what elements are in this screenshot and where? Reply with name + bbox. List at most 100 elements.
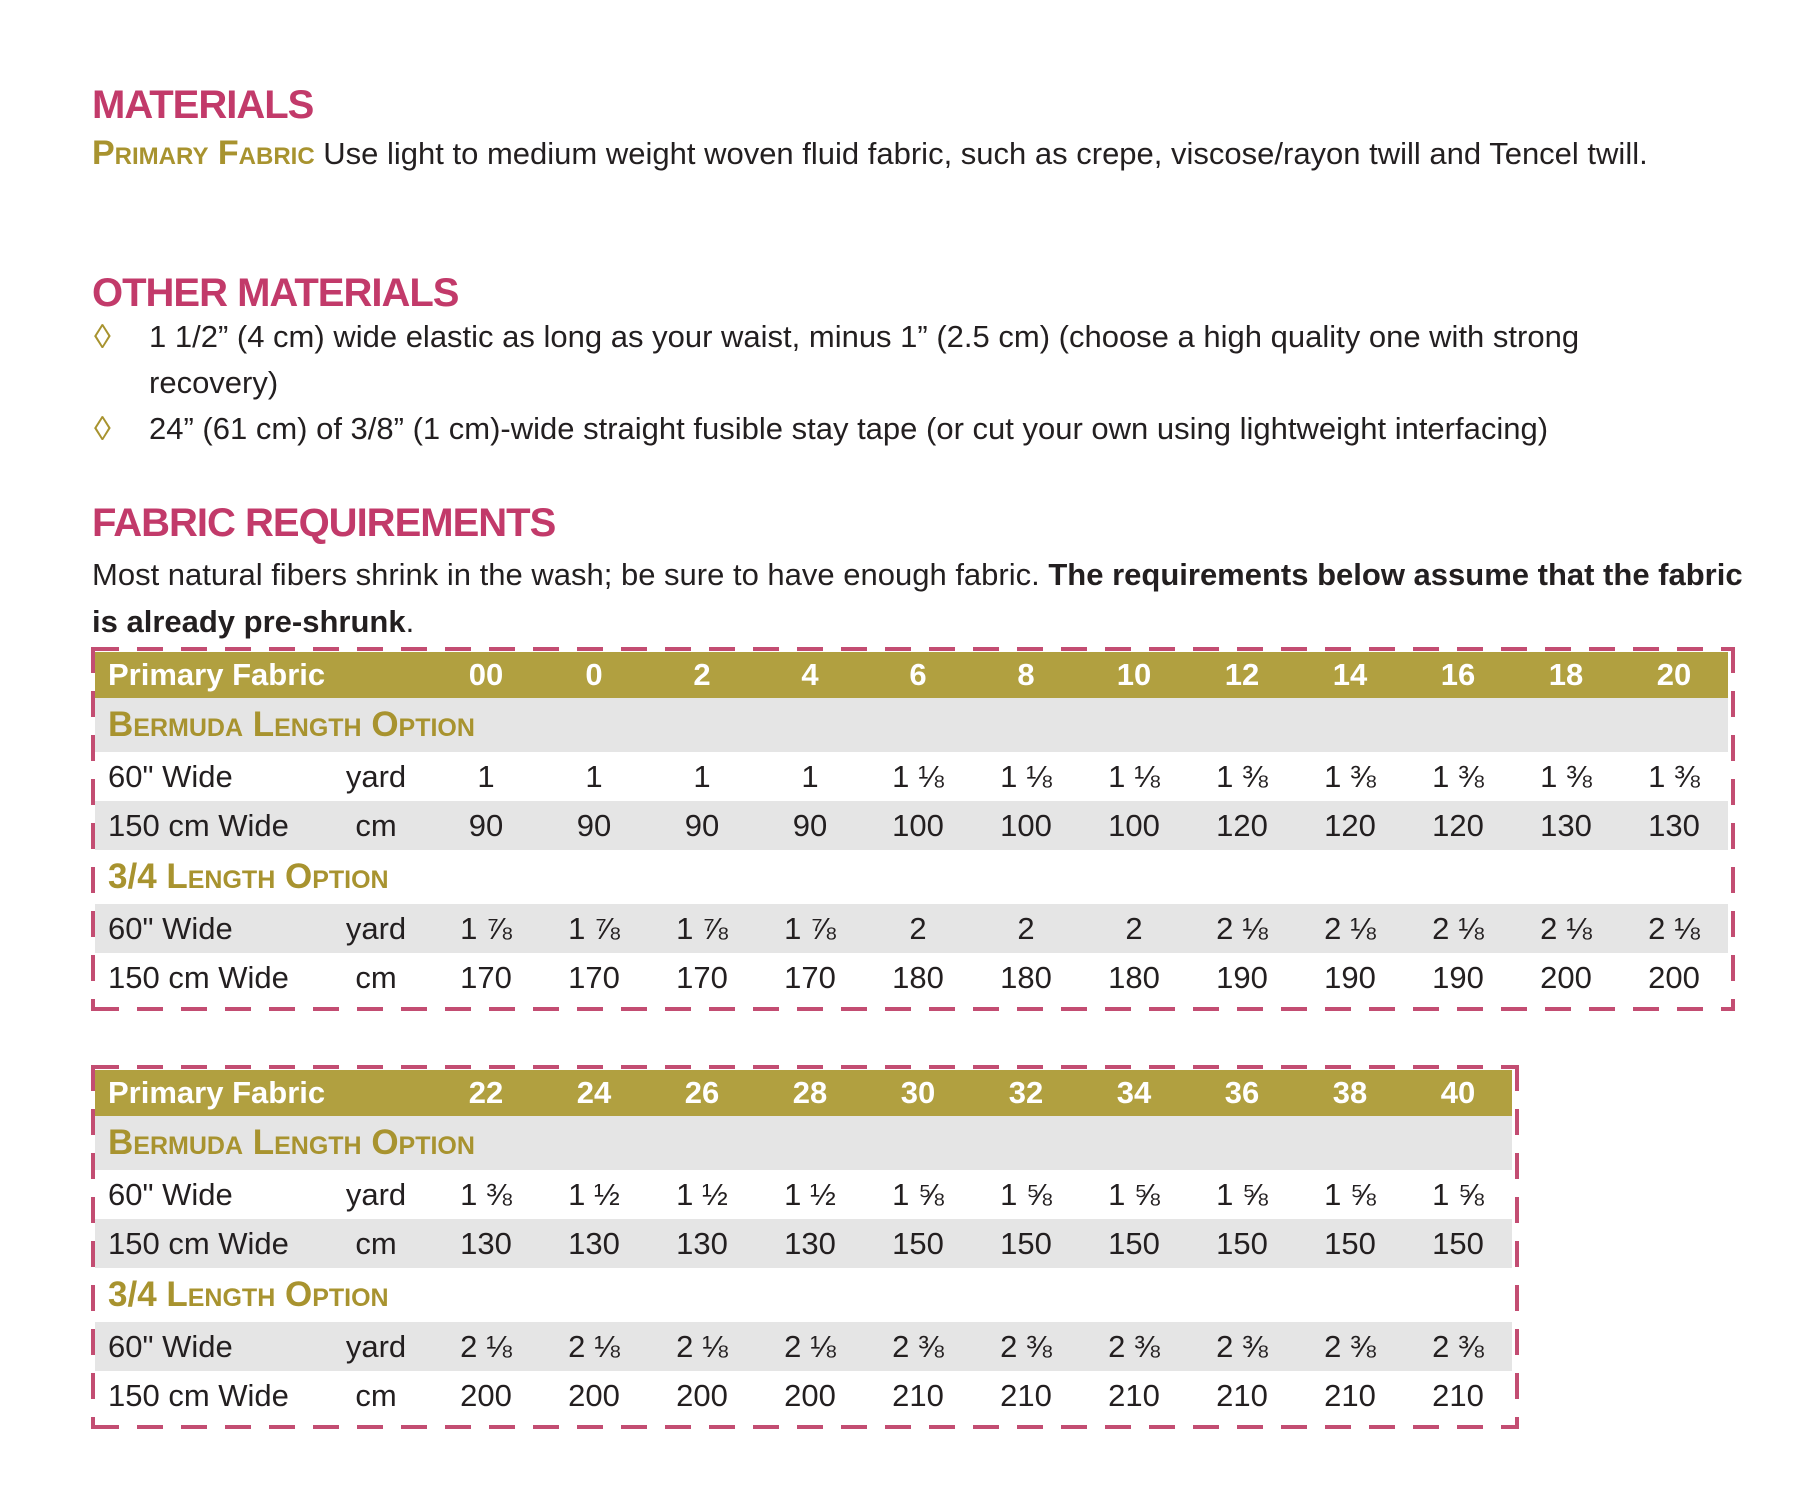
value-cell: 100 [1108,807,1160,843]
value-cell: 1 ½ [676,1176,728,1212]
size-column-header: 34 [1116,1075,1152,1110]
value-cell: 1 ⅞ [568,910,620,946]
table-row: 60" Wide yard 1 ⅜ 1 ½ 1 ½ 1 ½ 1 ⅝ 1 ⅝ 1 ⅝ 1 ⅝ 1 ⅝ 1… [95,1170,1512,1219]
diamond-bullet-icon: ◊ [94,318,111,356]
row-label-cell: 150 cm Wide [108,1225,289,1261]
row-label-cell: 150 cm Wide [108,959,289,995]
value-cell: 170 [784,959,836,995]
value-cell: 2 ⅛ [1432,910,1484,946]
size-column-header: 40 [1440,1075,1476,1110]
unit-cell: cm [355,807,397,843]
table-row: 150 cm Wide cm 90 90 90 90 100 100 100 120 120 120 1… [95,801,1728,850]
size-column-header: 8 [1017,657,1035,692]
value-cell: 2 ⅜ [1108,1328,1160,1364]
value-cell: 1 ⅜ [1432,758,1484,794]
fabric-requirements-tail: . [405,604,415,639]
option-row: Bermuda Length Option [95,1116,1512,1170]
table-dashed-border [1515,1065,1519,1429]
value-cell: 130 [676,1225,728,1261]
value-cell: 150 [1000,1225,1052,1261]
value-cell: 1 ⅞ [460,910,512,946]
value-cell: 130 [1648,807,1700,843]
fabric-table-sizes-22-40: Primary Fabric 22 24 26 28 30 32 34 36 38 40 Bermud… [91,1065,1519,1429]
size-column-header: 6 [909,657,927,692]
value-cell: 2 ⅛ [460,1328,512,1364]
value-cell: 1 [585,758,603,794]
value-cell: 150 [1432,1225,1484,1261]
table-header-label: Primary Fabric [108,657,326,692]
unit-cell: cm [355,1377,397,1413]
unit-cell: cm [355,959,397,995]
materials-heading: MATERIALS [92,83,314,127]
value-cell: 190 [1324,959,1376,995]
size-column-header: 26 [684,1075,720,1110]
value-cell: 1 ⅝ [1108,1176,1160,1212]
value-cell: 90 [792,807,828,843]
value-cell: 1 ⅛ [1108,758,1160,794]
value-cell: 2 ⅜ [1432,1328,1484,1364]
value-cell: 2 ⅛ [1648,910,1700,946]
size-column-header: 36 [1224,1075,1260,1110]
value-cell: 1 ½ [568,1176,620,1212]
value-cell: 180 [892,959,944,995]
row-label-cell: 60" Wide [108,1176,233,1212]
size-column-header: 22 [468,1075,504,1110]
value-cell: 1 ⅝ [892,1176,944,1212]
value-cell: 2 ⅜ [1324,1328,1376,1364]
value-cell: 1 ⅝ [1324,1176,1376,1212]
table-dashed-border [93,647,1732,651]
table-row: 150 cm Wide cm 170 170 170 170 180 180 180 190 190… [95,953,1728,1002]
value-cell: 1 [477,758,495,794]
value-cell: 90 [684,807,720,843]
value-cell: 2 ⅛ [568,1328,620,1364]
value-cell: 2 [909,910,927,946]
value-cell: 150 [1108,1225,1160,1261]
size-column-header: 10 [1116,657,1152,692]
value-cell: 2 [1017,910,1035,946]
list-item: ◊ 1 1/2” (4 cm) wide elastic as long as y… [92,314,1712,406]
value-cell: 120 [1216,807,1268,843]
value-cell: 130 [784,1225,836,1261]
size-column-header: 32 [1008,1075,1044,1110]
value-cell: 90 [576,807,612,843]
value-cell: 2 ⅜ [1000,1328,1052,1364]
fabric-requirements-bold-text: The requirements below assume that the f… [92,557,1743,639]
value-cell: 210 [1324,1377,1376,1413]
row-label-cell: 60" Wide [108,758,233,794]
value-cell: 150 [1324,1225,1376,1261]
unit-cell: yard [345,758,407,794]
value-cell: 200 [1648,959,1700,995]
value-cell: 1 ⅜ [1648,758,1700,794]
value-cell: 1 ⅛ [892,758,944,794]
value-cell: 170 [676,959,728,995]
value-cell: 150 [892,1225,944,1261]
value-cell: 90 [468,807,504,843]
list-item-text: 1 1/2” (4 cm) wide elastic as long as yo… [149,319,1580,400]
fabric-table-sizes-00-20: Primary Fabric 00 0 2 4 6 8 10 12 14 16 18 20 Bermuda… [91,647,1735,1011]
option-label: 3/4 Length Option [108,1275,389,1314]
value-cell: 210 [892,1377,944,1413]
materials-body-text: Use light to medium weight woven fluid f… [314,136,1648,171]
value-cell: 210 [1108,1377,1160,1413]
option-row: 3/4 Length Option [95,850,1728,904]
fabric-requirements-text: Most natural fibers shrink in the wash; … [92,557,1049,592]
row-label-cell: 150 cm Wide [108,1377,289,1413]
size-column-header: 2 [693,657,711,692]
value-cell: 180 [1108,959,1160,995]
fabric-requirements-heading: FABRIC REQUIREMENTS [92,501,556,545]
value-cell: 120 [1324,807,1376,843]
value-cell: 200 [568,1377,620,1413]
value-cell: 170 [568,959,620,995]
value-cell: 1 ⅝ [1432,1176,1484,1212]
table-header-label: Primary Fabric [108,1075,326,1110]
size-column-header: 24 [576,1075,612,1110]
value-cell: 1 ⅜ [1324,758,1376,794]
value-cell: 100 [1000,807,1052,843]
value-cell: 1 ⅞ [784,910,836,946]
value-cell: 130 [460,1225,512,1261]
table-header-row: Primary Fabric 22 24 26 28 30 32 34 36 38 40 [95,1070,1512,1116]
table-row: 60" Wide yard 1 1 1 1 1 ⅛ 1 ⅛ 1 ⅛ 1 ⅜ 1 ⅜ 1 ⅜ 1 ⅜ 1 ⅜ [95,752,1728,801]
size-column-header: 00 [468,657,504,692]
unit-cell: yard [345,1328,407,1364]
value-cell: 130 [1540,807,1592,843]
